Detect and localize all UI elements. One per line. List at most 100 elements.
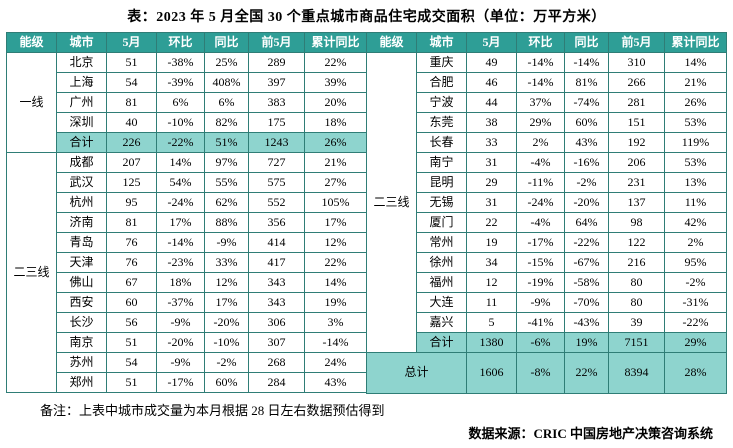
value-cell: 12 xyxy=(466,272,517,293)
table-row: 上海 54 -39% 408% 397 39% xyxy=(7,72,367,93)
value-cell: 21% xyxy=(304,152,367,173)
left-table: 能级 城市 5月 环比 同比 前5月 累计同比 一线 北京 51 -38% 25% 289 22% 上海 54… xyxy=(6,32,367,393)
value-cell: 54 xyxy=(106,72,157,93)
table-row: 广州 81 6% 6% 383 20% xyxy=(7,92,367,113)
value-cell: -11% xyxy=(516,172,565,193)
value-cell: 216 xyxy=(608,252,665,273)
column-header: 累计同比 xyxy=(664,32,727,53)
value-cell: -9% xyxy=(156,312,205,333)
column-header: 同比 xyxy=(564,32,609,53)
value-cell: -9% xyxy=(204,232,249,253)
value-cell: -22% xyxy=(564,232,609,253)
value-cell: 14% xyxy=(156,152,205,173)
city-cell: 西安 xyxy=(56,292,107,313)
value-cell: 1606 xyxy=(466,352,517,394)
value-cell: 22% xyxy=(304,52,367,73)
value-cell: 39 xyxy=(608,312,665,333)
value-cell: 95 xyxy=(106,192,157,213)
value-cell: 207 xyxy=(106,152,157,173)
value-cell: 383 xyxy=(248,92,305,113)
value-cell: -14% xyxy=(304,332,367,353)
value-cell: 231 xyxy=(608,172,665,193)
value-cell: -2% xyxy=(204,352,249,373)
value-cell: -6% xyxy=(516,332,565,353)
value-cell: 28% xyxy=(664,352,727,394)
value-cell: 51 xyxy=(106,52,157,73)
value-cell: 54 xyxy=(106,352,157,373)
value-cell: 44 xyxy=(466,92,517,113)
value-cell: 266 xyxy=(608,72,665,93)
city-cell: 武汉 xyxy=(56,172,107,193)
table-row: 济南 81 17% 88% 356 17% xyxy=(7,212,367,233)
value-cell: 6% xyxy=(204,92,249,113)
value-cell: -23% xyxy=(156,252,205,273)
city-cell: 南宁 xyxy=(416,152,467,173)
value-cell: 33% xyxy=(204,252,249,273)
value-cell: 26% xyxy=(304,132,367,153)
value-cell: 34 xyxy=(466,252,517,273)
city-cell: 徐州 xyxy=(416,252,467,273)
value-cell: 119% xyxy=(664,132,727,153)
value-cell: 575 xyxy=(248,172,305,193)
table-row: 宁波 44 37% -74% 281 26% xyxy=(367,92,727,113)
city-cell: 长春 xyxy=(416,132,467,153)
value-cell: 43% xyxy=(304,372,367,393)
column-header: 5月 xyxy=(106,32,157,53)
table-row: 天津 76 -23% 33% 417 22% xyxy=(7,252,367,273)
value-cell: 39% xyxy=(304,72,367,93)
table-row: 常州 19 -17% -22% 122 2% xyxy=(367,232,727,253)
value-cell: -16% xyxy=(564,152,609,173)
value-cell: 14% xyxy=(304,272,367,293)
value-cell: 268 xyxy=(248,352,305,373)
city-cell: 青岛 xyxy=(56,232,107,253)
value-cell: 49 xyxy=(466,52,517,73)
column-header: 城市 xyxy=(416,32,467,53)
value-cell: 306 xyxy=(248,312,305,333)
table-row: 徐州 34 -15% -67% 216 95% xyxy=(367,252,727,273)
value-cell: 60 xyxy=(106,292,157,313)
value-cell: 60% xyxy=(204,372,249,393)
value-cell: -39% xyxy=(156,72,205,93)
value-cell: 60% xyxy=(564,112,609,133)
city-cell: 上海 xyxy=(56,72,107,93)
value-cell: -14% xyxy=(564,52,609,73)
city-cell: 福州 xyxy=(416,272,467,293)
value-cell: 56 xyxy=(106,312,157,333)
value-cell: 55% xyxy=(204,172,249,193)
value-cell: -9% xyxy=(156,352,205,373)
value-cell: -20% xyxy=(204,312,249,333)
value-cell: 26% xyxy=(664,92,727,113)
value-cell: -4% xyxy=(516,152,565,173)
table-row: 无锡 31 -24% -20% 137 11% xyxy=(367,192,727,213)
column-header: 同比 xyxy=(204,32,249,53)
value-cell: 97% xyxy=(204,152,249,173)
value-cell: 5 xyxy=(466,312,517,333)
value-cell: 51 xyxy=(106,372,157,393)
table-row: 合肥 46 -14% 81% 266 21% xyxy=(367,72,727,93)
city-cell: 合计 xyxy=(416,332,467,353)
value-cell: -17% xyxy=(516,232,565,253)
value-cell: -67% xyxy=(564,252,609,273)
table-row: 二三线 成都 207 14% 97% 727 21% xyxy=(6,152,367,393)
value-cell: 38 xyxy=(466,112,517,133)
value-cell: -22% xyxy=(156,132,205,153)
value-cell: -38% xyxy=(156,52,205,73)
value-cell: 46 xyxy=(466,72,517,93)
city-cell: 合计 xyxy=(56,132,107,153)
city-cell: 济南 xyxy=(56,212,107,233)
value-cell: 25% xyxy=(204,52,249,73)
table-title: 表：2023 年 5 月全国 30 个重点城市商品住宅成交面积（单位：万平方米） xyxy=(127,10,606,25)
value-cell: 95% xyxy=(664,252,727,273)
value-cell: -24% xyxy=(516,192,565,213)
value-cell: -31% xyxy=(664,292,727,313)
value-cell: 1243 xyxy=(248,132,305,153)
tier-cell: 二三线 xyxy=(366,52,417,353)
value-cell: 18% xyxy=(304,112,367,133)
value-cell: 343 xyxy=(248,272,305,293)
value-cell: 105% xyxy=(304,192,367,213)
value-cell: 289 xyxy=(248,52,305,73)
value-cell: 727 xyxy=(248,152,305,173)
total-row: 合计 226 -22% 51% 1243 26% xyxy=(7,132,367,153)
value-cell: 80 xyxy=(608,292,665,313)
